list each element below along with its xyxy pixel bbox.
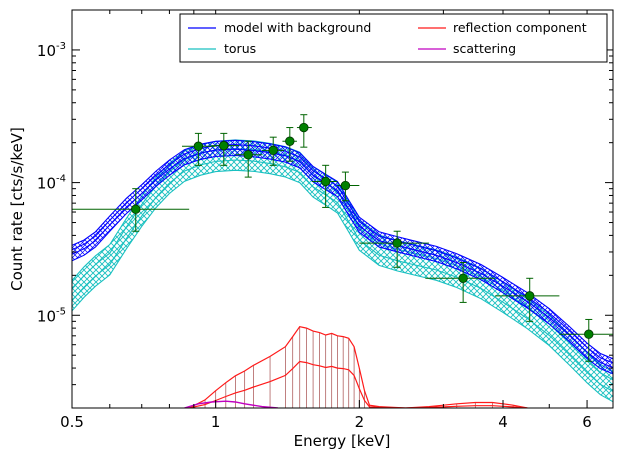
legend-label-scattering: scattering <box>453 41 516 56</box>
legend-box <box>179 13 608 63</box>
data-point-marker <box>193 141 204 151</box>
data-point-marker <box>243 150 253 160</box>
data-point-marker <box>584 329 594 339</box>
data-point-2 <box>211 132 240 166</box>
model-uncertainty-band <box>72 140 613 374</box>
data-point-3 <box>235 140 262 178</box>
data-point-10 <box>425 261 496 303</box>
y-tick-label-1e-4: 10-4 <box>37 174 66 193</box>
model-line-3 <box>72 139 613 360</box>
x-axis-label: Energy [keV] <box>294 432 391 450</box>
x-tick-label-0-5: 0.5 <box>60 413 84 431</box>
y-tick-label-1e-5: 10-5 <box>37 306 66 325</box>
data-point-marker <box>285 136 295 146</box>
model-line-1 <box>72 148 613 369</box>
data-point-9 <box>359 230 430 268</box>
data-point-marker <box>131 204 141 214</box>
legend: model with background torus reflection c… <box>179 13 608 63</box>
torus-line-1 <box>72 159 613 392</box>
data-point-marker <box>340 180 351 191</box>
reflection-line-lower <box>189 360 528 408</box>
legend-label-model-with-background: model with background <box>224 20 371 35</box>
y-axis-label: Count rate [cts/s/keV] <box>8 127 26 291</box>
plot-frame <box>71 9 614 409</box>
data-point-marker <box>458 273 468 283</box>
data-point-6 <box>296 114 312 148</box>
data-point-0 <box>72 188 190 232</box>
torus-line-0 <box>72 169 613 403</box>
data-point-8 <box>337 171 360 202</box>
data-point-4 <box>261 136 284 166</box>
data-point-marker <box>219 140 229 151</box>
plot-area <box>72 114 613 408</box>
data-point-7 <box>311 164 338 208</box>
data-point-marker <box>392 238 402 248</box>
legend-label-reflection-component: reflection component <box>453 20 587 35</box>
data-point-12 <box>559 318 613 362</box>
y-tick-label-1e-3: 10-3 <box>37 41 66 60</box>
data-point-marker <box>268 145 278 156</box>
x-tick-label-1: 1 <box>211 413 221 431</box>
data-point-11 <box>495 277 560 322</box>
data-point-5 <box>282 127 297 162</box>
x-tick-label-4: 4 <box>498 413 508 431</box>
axes: 0.5 1 2 4 6 10-5 10-4 10-3 <box>37 9 613 431</box>
data-point-1 <box>181 132 216 166</box>
reflection-line-upper <box>188 326 528 408</box>
model-line-2 <box>72 144 613 364</box>
x-tick-label-2: 2 <box>355 413 365 431</box>
data-point-marker <box>525 291 535 301</box>
scattering-line <box>184 400 278 408</box>
data-point-marker <box>320 176 331 187</box>
x-tick-label-6: 6 <box>582 413 592 431</box>
data-point-marker <box>299 122 309 133</box>
model-line-0 <box>72 154 613 375</box>
legend-label-torus: torus <box>224 41 256 56</box>
